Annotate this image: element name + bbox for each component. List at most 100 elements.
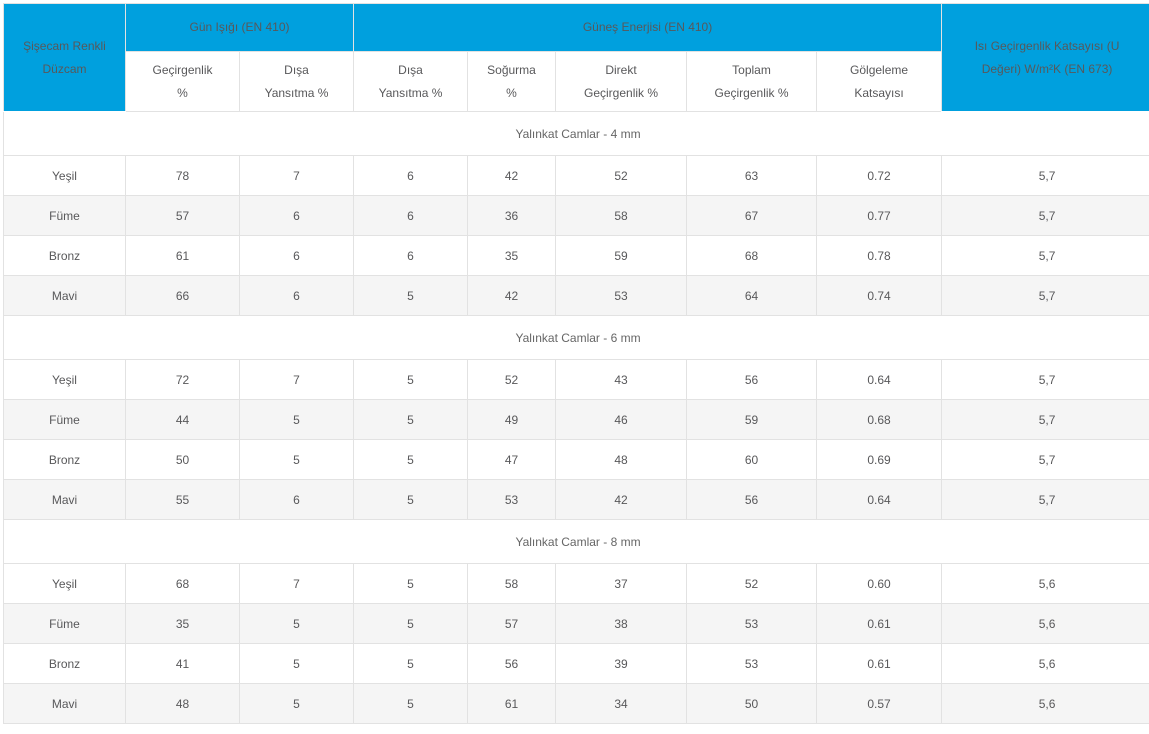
cell-value: 42: [555, 479, 688, 520]
section-title: Yalınkat Camlar - 4 mm: [2, 111, 1149, 156]
cell-value: 7: [238, 563, 355, 604]
cell-value: 48: [125, 683, 240, 724]
cell-value: 49: [467, 399, 557, 440]
cell-value: 6: [238, 275, 355, 316]
table-row: Füme 57 6 6 36 58 67 0.77 5,7: [3, 195, 1149, 236]
cell-value: 53: [686, 643, 818, 684]
cell-value: 0.60: [816, 563, 943, 604]
cell-value: 53: [686, 603, 818, 644]
cell-value: 64: [686, 275, 818, 316]
cell-value: 5,6: [941, 683, 1149, 724]
cell-value: 72: [125, 359, 240, 400]
cell-value: 36: [467, 195, 557, 236]
section-header-row: Yalınkat Camlar - 8 mm: [2, 519, 1149, 564]
cell-value: 56: [686, 479, 818, 520]
cell-value: 50: [125, 439, 240, 480]
cell-value: 0.68: [816, 399, 943, 440]
cell-value: 0.78: [816, 235, 943, 276]
cell-value: 61: [125, 235, 240, 276]
cell-value: 0.72: [816, 155, 943, 196]
cell-value: 5: [238, 399, 355, 440]
row-label: Füme: [3, 603, 126, 644]
cell-value: 5,7: [941, 399, 1149, 440]
cell-value: 5: [353, 439, 469, 480]
cell-value: 0.61: [816, 603, 943, 644]
cell-value: 5: [353, 683, 469, 724]
row-label: Yeşil: [3, 155, 126, 196]
table-row: Yeşil 78 7 6 42 52 63 0.72 5,7: [3, 155, 1149, 196]
table-row: Füme 44 5 5 49 46 59 0.68 5,7: [3, 399, 1149, 440]
table-row: Bronz 41 5 5 56 39 53 0.61 5,6: [3, 643, 1149, 684]
table-row: Yeşil 72 7 5 52 43 56 0.64 5,7: [3, 359, 1149, 400]
cell-value: 5,6: [941, 643, 1149, 684]
cell-value: 50: [686, 683, 818, 724]
cell-value: 60: [686, 439, 818, 480]
cell-value: 43: [555, 359, 688, 400]
cell-value: 5,7: [941, 479, 1149, 520]
cell-value: 0.74: [816, 275, 943, 316]
cell-value: 39: [555, 643, 688, 684]
cell-value: 59: [686, 399, 818, 440]
cell-value: 6: [238, 195, 355, 236]
cell-value: 46: [555, 399, 688, 440]
cell-value: 52: [555, 155, 688, 196]
section-title: Yalınkat Camlar - 6 mm: [2, 315, 1149, 360]
row-label: Bronz: [3, 643, 126, 684]
subheader-col-5: Toplam Geçirgenlik %: [686, 51, 818, 112]
cell-value: 5,6: [941, 563, 1149, 604]
cell-value: 5: [353, 643, 469, 684]
cell-value: 5: [353, 479, 469, 520]
header-group-solar-energy: Güneş Enerjisi (EN 410): [353, 3, 943, 52]
cell-value: 47: [467, 439, 557, 480]
cell-value: 0.61: [816, 643, 943, 684]
cell-value: 6: [353, 195, 469, 236]
cell-value: 52: [467, 359, 557, 400]
cell-value: 52: [686, 563, 818, 604]
cell-value: 5: [238, 603, 355, 644]
group-header-row: Şişecam Renkli Düzcam Gün Işığı (EN 410)…: [3, 3, 1149, 112]
cell-value: 68: [125, 563, 240, 604]
cell-value: 0.77: [816, 195, 943, 236]
row-label: Yeşil: [3, 359, 126, 400]
table-row: Füme 35 5 5 57 38 53 0.61 5,6: [3, 603, 1149, 644]
header-u-value: Isı Geçirgenlik Katsayısı (U Değeri) W/m…: [941, 3, 1149, 112]
cell-value: 0.57: [816, 683, 943, 724]
header-group-daylight: Gün Işığı (EN 410): [124, 3, 355, 52]
cell-value: 5,7: [941, 439, 1149, 480]
cell-value: 41: [125, 643, 240, 684]
cell-value: 38: [555, 603, 688, 644]
cell-value: 67: [686, 195, 818, 236]
cell-value: 5,7: [941, 359, 1149, 400]
cell-value: 5: [238, 439, 355, 480]
cell-value: 7: [238, 155, 355, 196]
cell-value: 35: [125, 603, 240, 644]
sub-header-row: Geçirgenlik % Dışa Yansıtma % Dışa Yansıtm…: [4, 51, 1149, 112]
cell-value: 42: [467, 275, 557, 316]
cell-value: 5,7: [941, 195, 1149, 236]
glass-properties-table: Şişecam Renkli Düzcam Gün Işığı (EN 410)…: [2, 3, 1149, 724]
cell-value: 57: [467, 603, 557, 644]
cell-value: 57: [125, 195, 240, 236]
table-row: Bronz 50 5 5 47 48 60 0.69 5,7: [3, 439, 1149, 480]
cell-value: 6: [238, 479, 355, 520]
table-row: Bronz 61 6 6 35 59 68 0.78 5,7: [3, 235, 1149, 276]
row-label: Bronz: [3, 439, 126, 480]
row-label: Mavi: [3, 275, 126, 316]
row-label: Füme: [3, 195, 126, 236]
cell-value: 59: [555, 235, 688, 276]
glass-properties-table-container: Şişecam Renkli Düzcam Gün Işığı (EN 410)…: [2, 3, 1149, 724]
cell-value: 53: [555, 275, 688, 316]
cell-value: 5,7: [941, 275, 1149, 316]
cell-value: 58: [467, 563, 557, 604]
cell-value: 5: [353, 603, 469, 644]
cell-value: 5: [238, 683, 355, 724]
cell-value: 44: [125, 399, 240, 440]
cell-value: 5: [238, 643, 355, 684]
cell-value: 56: [467, 643, 557, 684]
table-row: Mavi 55 6 5 53 42 56 0.64 5,7: [3, 479, 1149, 520]
cell-value: 78: [125, 155, 240, 196]
cell-value: 5: [353, 563, 469, 604]
row-label: Yeşil: [3, 563, 126, 604]
section-header-row: Yalınkat Camlar - 6 mm: [2, 315, 1149, 360]
cell-value: 63: [686, 155, 818, 196]
